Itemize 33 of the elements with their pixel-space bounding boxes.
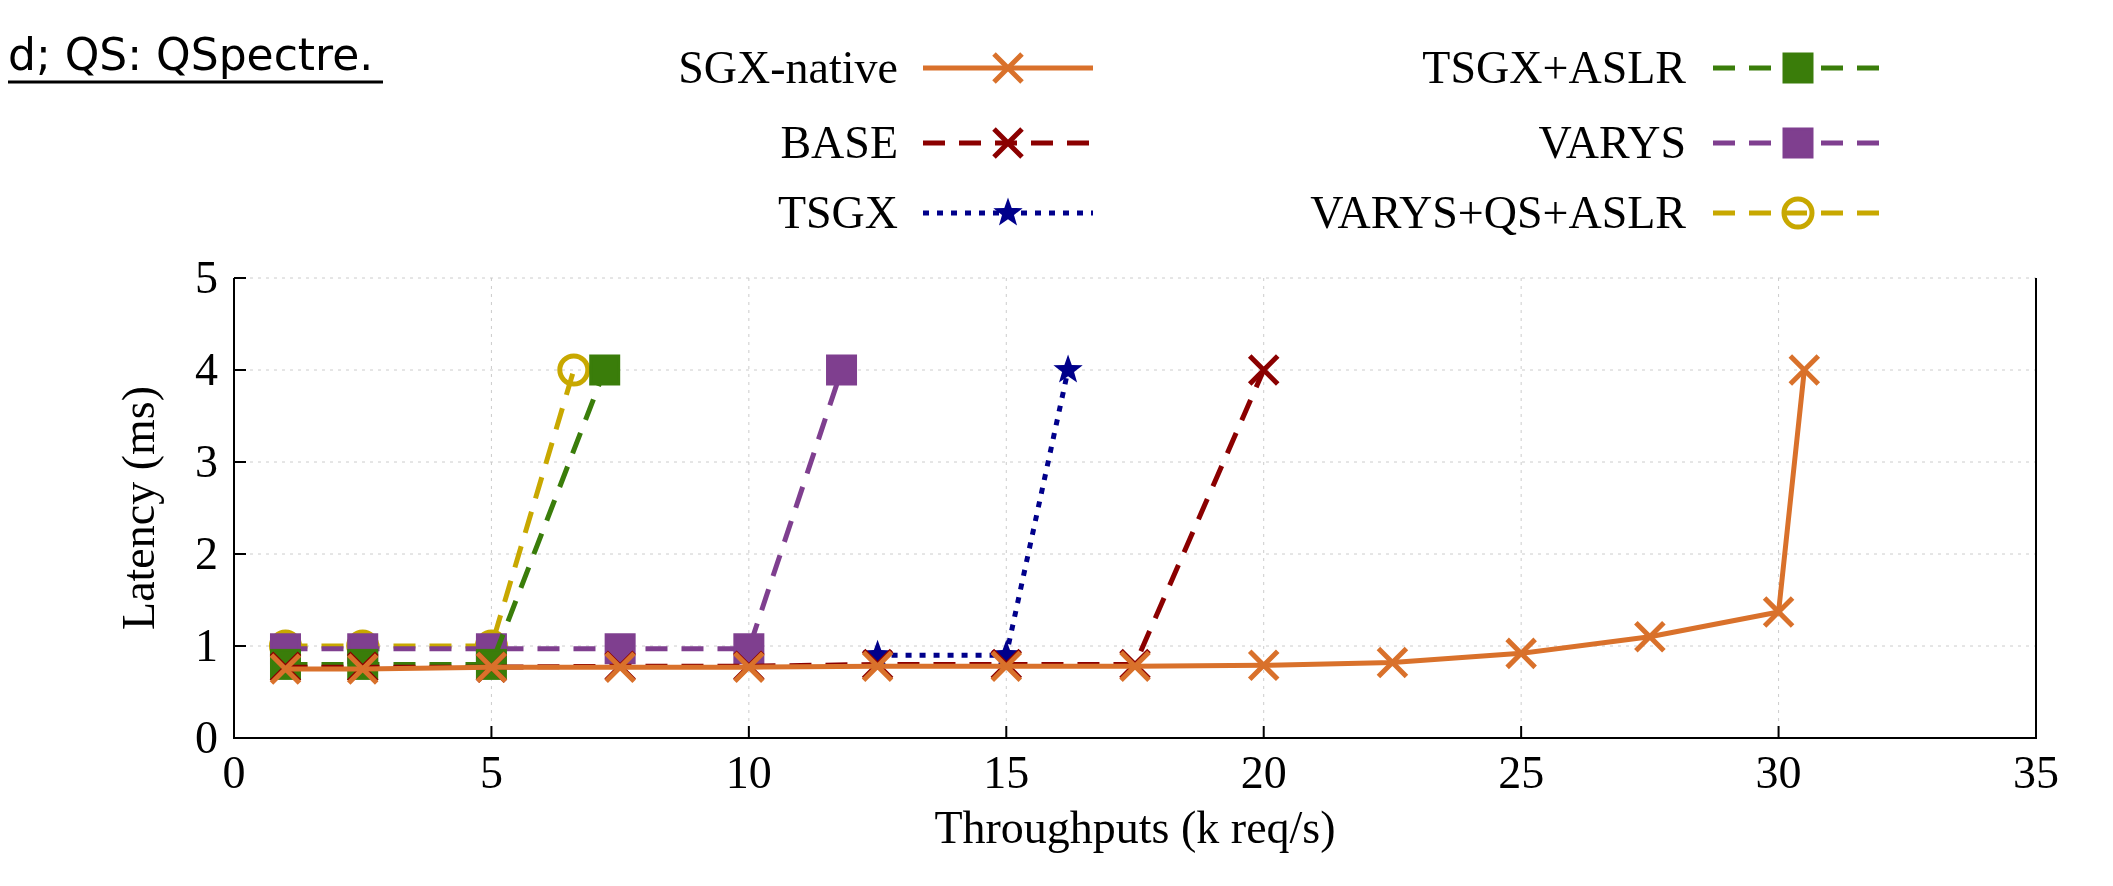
x-tick-label: 35 (2013, 747, 2059, 798)
point (826, 354, 858, 386)
y-tick-label: 0 (195, 712, 218, 763)
x-tick-label: 15 (983, 747, 1030, 798)
y-tick-label: 4 (195, 344, 218, 395)
legend-label: VARYS+QS+ASLR (1310, 187, 1687, 238)
x-axis-title: Throughputs (k req/s) (934, 802, 1336, 853)
legend-label: VARYS (1538, 117, 1686, 168)
point (557, 353, 591, 387)
x-tick-label: 5 (479, 747, 503, 798)
text: d; QS: QSpectre. (8, 29, 374, 80)
x-tick-label: 30 (1755, 747, 1802, 798)
point (1787, 353, 1821, 387)
y-tick-label: 5 (195, 252, 218, 303)
y-axis-title: Latency (ms) (113, 386, 164, 630)
y-tick-label: 1 (195, 620, 218, 671)
legend-label: TSGX+ASLR (1422, 42, 1687, 93)
legend-label: SGX-native (678, 42, 898, 93)
point (1247, 648, 1281, 682)
point (589, 354, 621, 386)
point (1762, 595, 1796, 629)
x-tick-label: 20 (1240, 747, 1287, 798)
y-tick-label: 3 (195, 436, 218, 487)
point (1504, 636, 1538, 670)
x-tick-label: 25 (1498, 747, 1545, 798)
point (1375, 646, 1409, 680)
point (1633, 620, 1667, 654)
y-tick-label: 2 (195, 528, 218, 579)
point (1247, 353, 1281, 387)
x-tick-label: 10 (725, 747, 772, 798)
legend-label: BASE (780, 117, 898, 168)
legend-label: TSGX (777, 187, 898, 238)
point (1053, 354, 1083, 383)
